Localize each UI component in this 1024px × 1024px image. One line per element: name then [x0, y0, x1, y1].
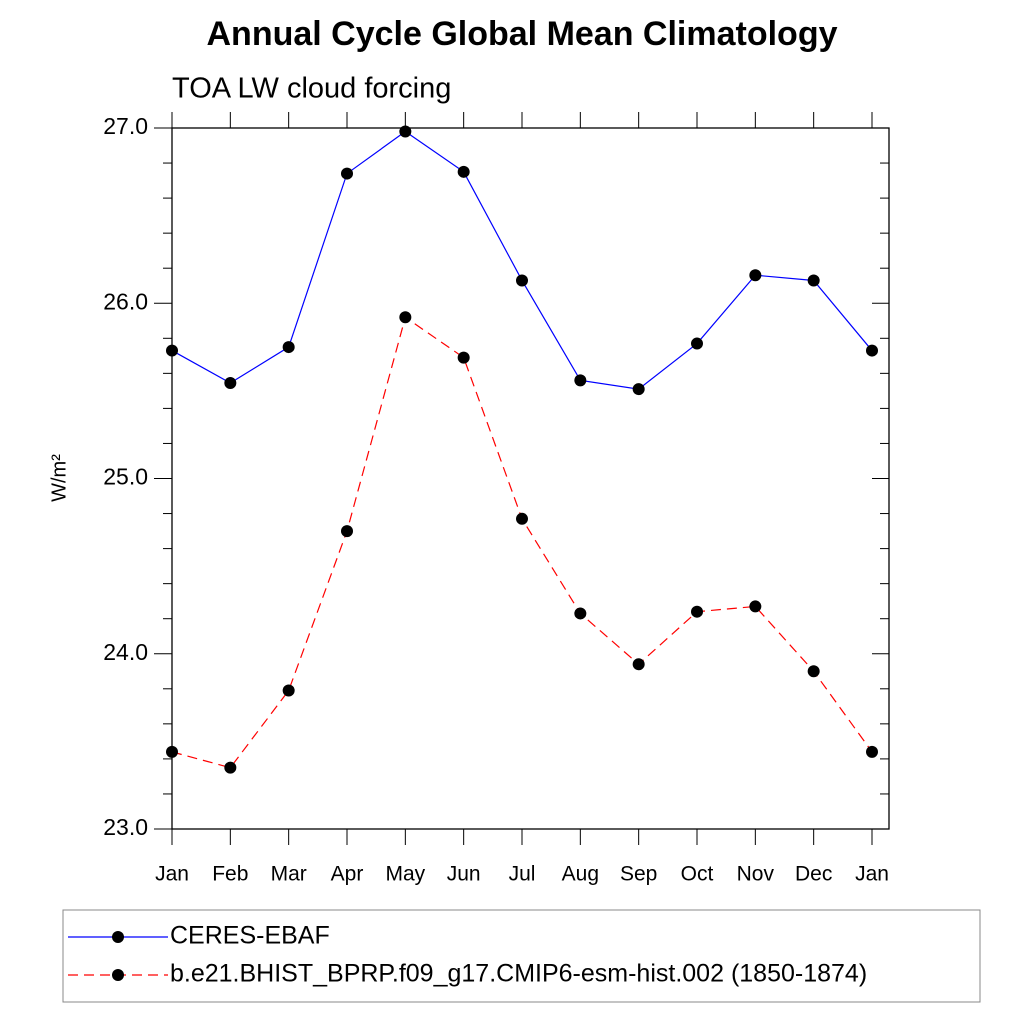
x-tick-label: Jul — [509, 863, 536, 886]
chart-subtitle: TOA LW cloud forcing — [172, 73, 451, 105]
data-point — [691, 337, 703, 350]
y-axis-label: W/m² — [48, 454, 70, 502]
legend-label: CERES-EBAF — [170, 922, 330, 950]
data-point — [282, 341, 295, 354]
data-point — [807, 274, 820, 287]
data-point — [224, 761, 237, 774]
data-point — [574, 607, 587, 620]
data-point — [341, 167, 353, 180]
data-point — [807, 665, 820, 678]
data-point — [282, 684, 295, 697]
x-tick-label: Feb — [212, 863, 248, 886]
x-tick-label: Dec — [795, 863, 832, 886]
data-point — [866, 745, 878, 758]
x-tick-label: Sep — [620, 863, 657, 886]
y-tick-label: 26.0 — [103, 288, 148, 314]
x-tick-label: Nov — [737, 863, 775, 886]
chart-title: Annual Cycle Global Mean Climatology — [207, 15, 838, 53]
data-point — [166, 745, 178, 758]
legend-marker — [112, 969, 124, 981]
y-tick-label: 24.0 — [103, 639, 148, 665]
x-tick-label: Jan — [855, 863, 889, 886]
legend-box — [62, 909, 981, 1003]
data-point — [516, 512, 528, 525]
data-point — [399, 311, 412, 324]
data-point — [166, 344, 178, 357]
x-tick-label: Apr — [331, 863, 364, 886]
series-line — [171, 130, 873, 390]
data-point — [749, 600, 762, 613]
x-tick-label: Jun — [447, 863, 481, 886]
data-point — [574, 374, 587, 387]
data-point — [632, 658, 645, 671]
y-tick-label: 27.0 — [103, 113, 148, 139]
data-point — [399, 125, 412, 138]
data-point — [749, 269, 762, 282]
y-tick-label: 23.0 — [103, 814, 148, 840]
x-tick-label: Aug — [562, 863, 599, 886]
x-tick-label: Oct — [681, 863, 714, 886]
data-point — [457, 351, 470, 364]
data-point — [691, 605, 703, 618]
legend-label: b.e21.BHIST_BPRP.f09_g17.CMIP6-esm-hist.… — [170, 960, 867, 988]
legend-marker — [112, 931, 124, 943]
x-tick-label: May — [385, 863, 425, 886]
plot-frame — [171, 127, 890, 830]
x-tick-label: Mar — [271, 863, 307, 886]
data-point — [224, 376, 237, 389]
x-tick-label: Jan — [155, 863, 189, 886]
data-point — [457, 165, 470, 178]
data-point — [341, 525, 353, 538]
data-point — [632, 383, 645, 396]
data-point — [866, 344, 878, 357]
data-point — [516, 274, 528, 287]
series-line — [171, 316, 873, 769]
y-tick-label: 25.0 — [103, 464, 148, 490]
